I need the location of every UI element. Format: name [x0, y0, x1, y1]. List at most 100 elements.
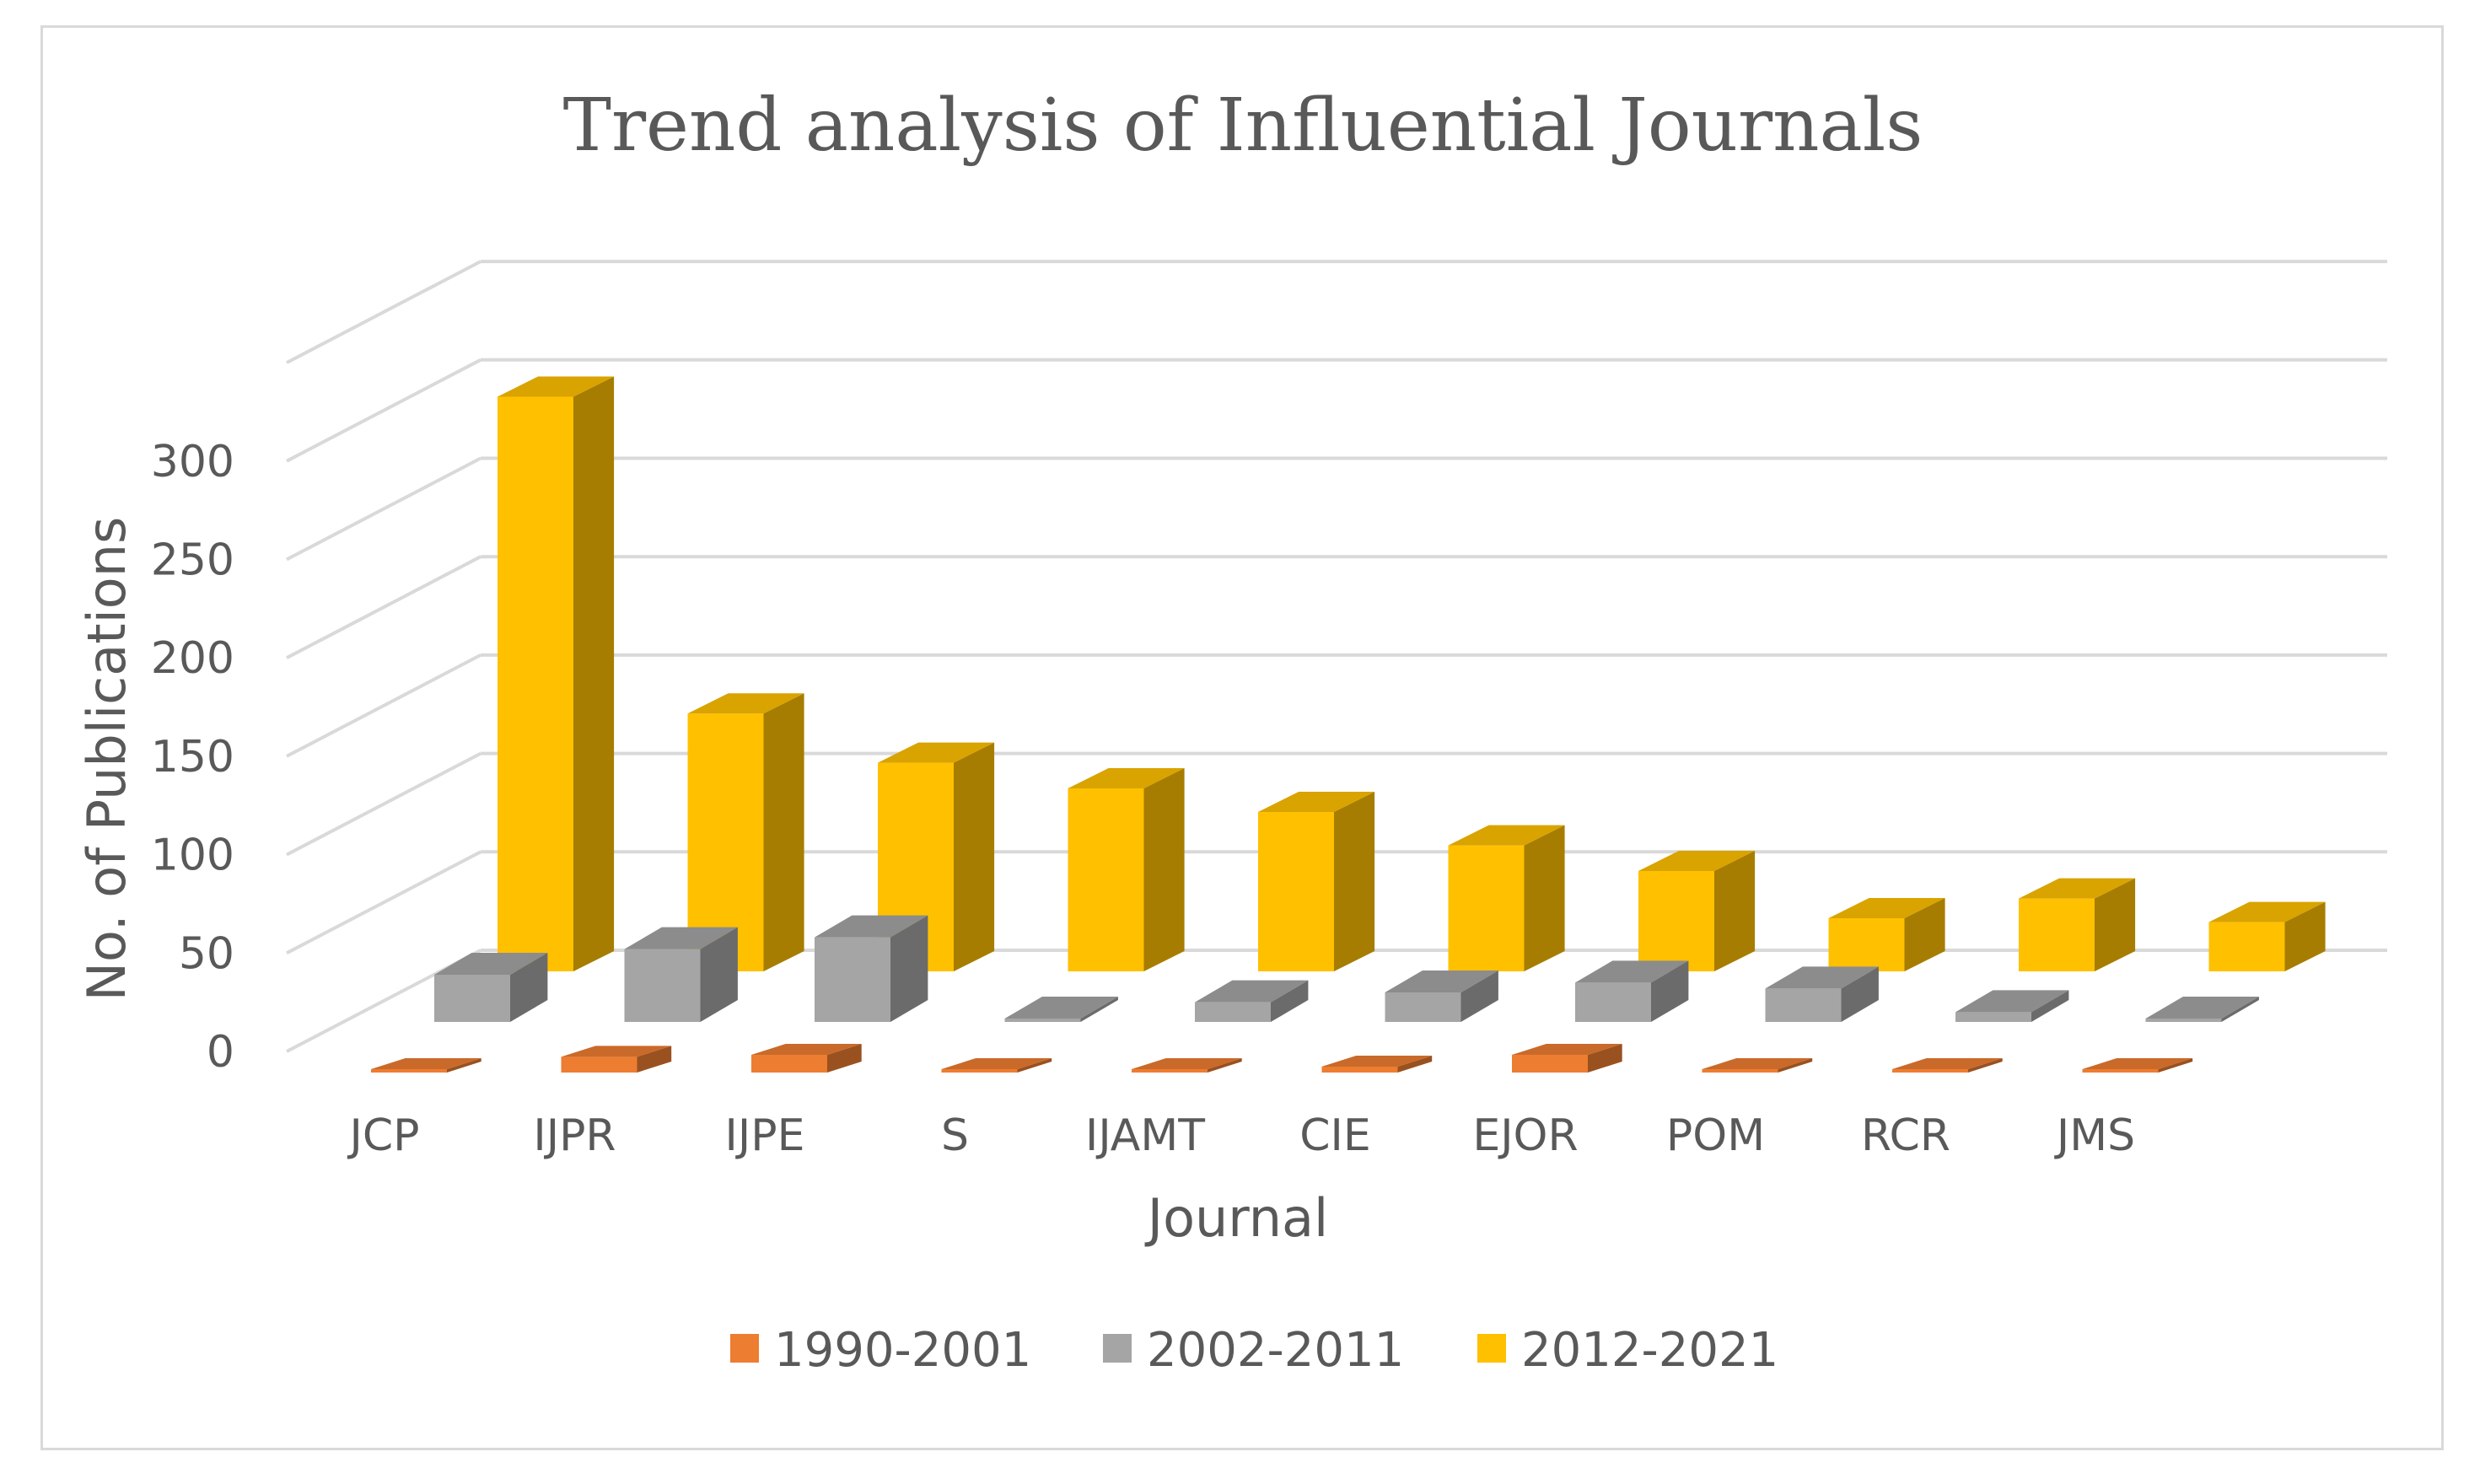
bar-top [1385, 970, 1498, 992]
gridline-side [286, 653, 481, 758]
bar-2002-2011-JCP [434, 952, 548, 1022]
bar-front [498, 396, 573, 971]
bar-side [1271, 980, 1309, 1022]
bar-front [1258, 811, 1334, 971]
bar-2012-2021-JMS [2208, 901, 2326, 971]
x-axis-ticks: JCP IJPR IJPE S IJAMT CIE EJOR POM RCR JMS [347, 1110, 2135, 1161]
bar-top [434, 952, 548, 975]
bar-side [763, 693, 804, 971]
y-tick-label: 0 [207, 1027, 234, 1078]
bar-front [1132, 1069, 1208, 1073]
gridline-side [286, 555, 481, 659]
bar-side [447, 1058, 481, 1073]
bar-2012-2021-POM [1828, 897, 1945, 971]
bar-top [498, 376, 615, 397]
x-tick-label: IJAMT [1085, 1110, 1205, 1161]
bar-front [1004, 1019, 1081, 1022]
bar-front [434, 974, 510, 1022]
y-axis-title: No. of Publications [76, 517, 137, 1002]
bar-2002-2011-RCR [1955, 990, 2069, 1022]
bar-2002-2011-IJAMT [1195, 980, 1309, 1022]
bar-top [1955, 990, 2069, 1013]
bar-top [1765, 966, 1879, 989]
legend-label: 1990-2001 [774, 1323, 1031, 1378]
bar-side [510, 952, 548, 1022]
x-tick-label: EJOR [1472, 1110, 1578, 1161]
bar-side [2095, 878, 2136, 971]
bar-side [1588, 1043, 1622, 1073]
bar-top [1512, 1043, 1622, 1055]
bar-front [751, 1054, 827, 1073]
bar-side [1017, 1058, 1052, 1073]
bar-front [2019, 898, 2095, 971]
legend-item: 2012-2021 [1477, 1323, 1778, 1378]
bar-2002-2011-CIE [1385, 970, 1498, 1022]
y-tick-label: 100 [151, 831, 234, 881]
bar-side [2284, 901, 2326, 971]
bar-side [1714, 850, 1756, 971]
bar-front [2145, 1019, 2222, 1022]
bar-2002-2011-S [1004, 997, 1118, 1022]
x-tick-label: S [941, 1110, 969, 1161]
y-axis-ticks: 0 50 100 150 200 250 300 [151, 437, 234, 1078]
bar-front [941, 1069, 1018, 1073]
bar-side [1460, 970, 1498, 1022]
gridline-side [286, 358, 481, 463]
bar-side [1143, 767, 1185, 971]
bar-top [1892, 1058, 2003, 1069]
bar-front [1765, 988, 1842, 1022]
bar-side [2221, 997, 2259, 1022]
legend-swatch [730, 1334, 759, 1363]
bar-1990-2001-S [941, 1058, 1052, 1073]
legend-item: 1990-2001 [730, 1323, 1031, 1378]
legend-swatch [1477, 1334, 1506, 1363]
bar-side [2158, 1058, 2193, 1073]
bar-side [637, 1046, 672, 1073]
x-tick-label: RCR [1861, 1110, 1950, 1161]
bar-side [1651, 960, 1689, 1022]
bar-front [624, 949, 701, 1022]
bar-front [1512, 1054, 1588, 1073]
x-tick-label: IJPE [725, 1110, 805, 1161]
y-tick-label: 250 [151, 535, 234, 586]
bar-side [890, 915, 928, 1022]
bar-top [1702, 1058, 1813, 1069]
bar-side [1334, 791, 1375, 971]
bar-1990-2001-JMS [2082, 1058, 2193, 1073]
legend-label: 2002-2011 [1147, 1323, 1404, 1378]
bar-front [815, 937, 890, 1022]
x-tick-label: IJPR [533, 1110, 616, 1161]
bar-1990-2001-EJOR [1512, 1043, 1622, 1073]
bar-top [561, 1046, 672, 1057]
bar-2002-2011-POM [1765, 966, 1879, 1022]
bar-front [1448, 845, 1525, 971]
bar-top [1132, 1058, 1242, 1069]
bar-top [751, 1043, 862, 1055]
bar-1990-2001-IJAMT [1132, 1058, 1242, 1073]
bar-2012-2021-IJAMT [1258, 791, 1375, 971]
legend-item: 2002-2011 [1103, 1323, 1404, 1378]
x-tick-label: JCP [347, 1110, 419, 1161]
x-tick-label: CIE [1299, 1110, 1371, 1161]
bar-front [1638, 870, 1714, 971]
bar-2012-2021-JCP [498, 376, 615, 971]
bar-2002-2011-EJOR [1575, 960, 1689, 1022]
bar-front [1068, 788, 1144, 971]
gridline-side [286, 850, 481, 955]
bar-top [371, 1058, 481, 1069]
bar-top [1258, 791, 1375, 812]
bar-top [1321, 1055, 1433, 1067]
bar-top [878, 742, 995, 763]
bar-top [687, 693, 804, 714]
gridline-side [286, 260, 481, 364]
y-tick-label: 300 [151, 437, 234, 487]
legend: 1990-2001 2002-2011 2012-2021 [730, 1323, 1778, 1378]
x-tick-label: JMS [2054, 1110, 2135, 1161]
bar-front [1892, 1069, 1968, 1073]
bar-top [1638, 850, 1756, 871]
bar-front [2082, 1069, 2159, 1073]
bar-1990-2001-IJPE [751, 1043, 862, 1073]
y-tick-label: 200 [151, 633, 234, 684]
bar-front [1575, 982, 1651, 1022]
